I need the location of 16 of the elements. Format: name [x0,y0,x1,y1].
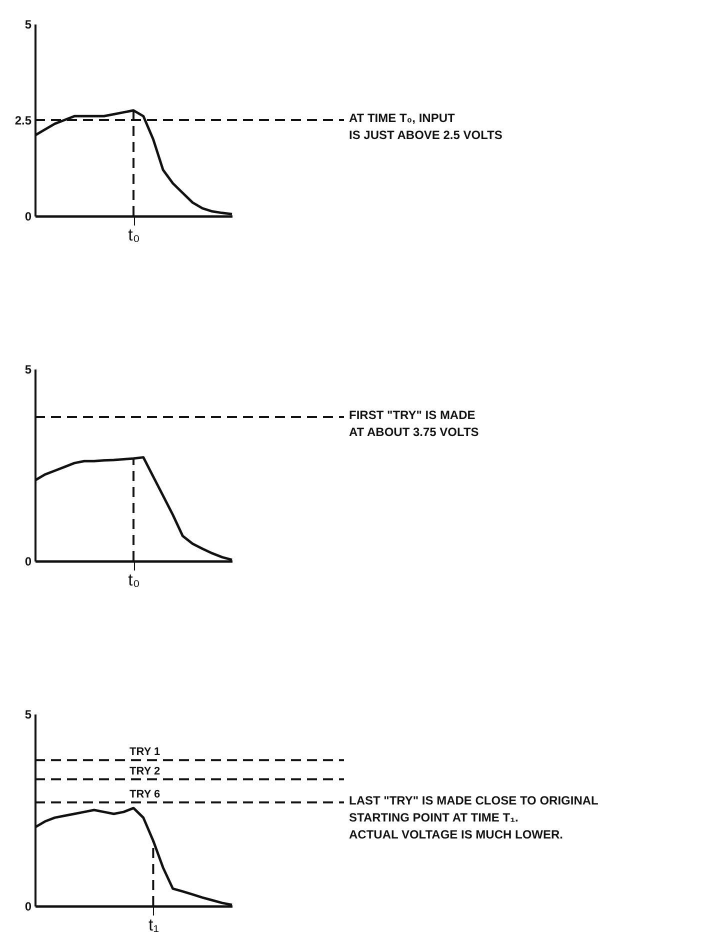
y-tick-label: 0 [24,210,32,224]
y-tick-label: 5 [24,362,32,376]
y-tick-label: 0 [24,554,32,568]
y-tick-label: 0 [24,900,32,914]
text: AT TIME T₀, INPUT IS JUST ABOVE 2.5 VOLTS [349,111,502,142]
x-tick-label: t₀ [128,226,140,244]
y-tick-label: 5 [24,708,32,722]
ref-line-label: TRY 1 [130,746,160,758]
ref-line-label: TRY 2 [130,765,160,778]
text: FIRST "TRY" IS MADE AT ABOUT 3.75 VOLTS [349,408,479,439]
y-tick-label: 5 [24,18,32,32]
x-tick-label: t₁ [148,916,160,934]
text: LAST "TRY" IS MADE CLOSE TO ORIGINAL STARTING POINT AT TIME T₁. ACTUAL VOLTAGE IS MUCH LOWER. [349,793,598,842]
ref-line-label: TRY 6 [130,788,160,800]
y-tick-label: 2.5 [14,114,32,128]
x-tick-label: t₀ [128,570,140,590]
